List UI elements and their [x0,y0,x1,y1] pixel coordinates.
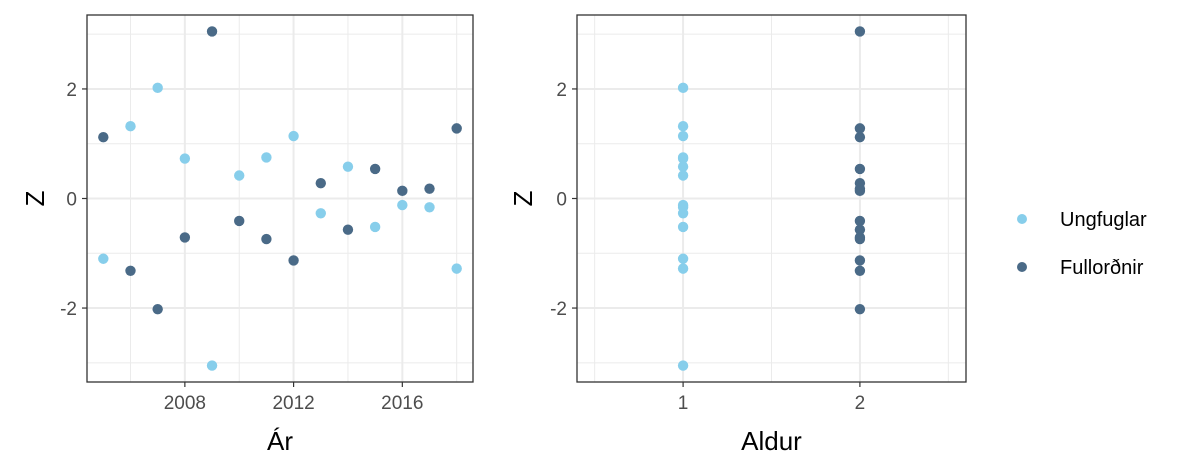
point-ungfuglar [677,263,689,274]
point-fullordnir [854,233,866,245]
point-fullordnir [854,255,866,266]
point-ungfuglar [451,263,462,274]
point-ungfuglar [677,170,689,181]
point-ungfuglar [424,202,435,213]
point-fullordnir [854,131,866,143]
point-ungfuglar [677,152,689,163]
panel-age: 1 2 -2 0 2 Aldur Z [508,14,967,456]
panel-year: 2008 2012 2016 -2 0 2 Ár Z [20,14,474,456]
y-tick-label: 0 [66,190,77,211]
point-fullordnir [397,185,408,197]
point-ungfuglar [677,221,689,233]
point-ungfuglar [677,130,689,142]
x-tick-label: 2008 [164,393,206,414]
point-fullordnir [854,215,866,227]
point-ungfuglar [677,120,689,132]
point-ungfuglar [677,360,689,371]
point-fullordnir [179,232,191,243]
x-tick-label: 2016 [381,393,423,414]
point-fullordnir [451,123,462,134]
point-fullordnir [854,265,866,277]
point-fullordnir [342,224,354,235]
point-fullordnir [854,26,866,37]
point-ungfuglar [677,202,689,213]
point-ungfuglar [179,153,191,164]
point-fullordnir [854,123,866,134]
point-ungfuglar [206,360,218,371]
y-tick-label: 2 [66,80,77,101]
point-fullordnir [152,303,163,315]
point-ungfuglar [677,253,689,264]
y-axis-title: Z [508,190,538,206]
x-tick-label: 2 [855,393,866,414]
point-fullordnir [288,255,299,266]
x-tick-label: 1 [678,393,689,414]
point-fullordnir [234,215,245,227]
y-axis-title: Z [20,190,50,206]
x-axis-title: Ár [267,426,293,456]
point-fullordnir [206,26,218,37]
x-axis-title: Aldur [741,426,802,456]
point-fullordnir [315,177,326,189]
point-fullordnir [261,233,272,245]
point-ungfuglar [234,170,245,181]
legend-label-fullordnir: Fullorðnir [1060,257,1144,279]
point-fullordnir [854,163,866,175]
point-fullordnir [369,163,381,175]
point-ungfuglar [261,152,272,163]
point-fullordnir [424,183,435,194]
point-ungfuglar [369,221,381,233]
legend: Ungfuglar Fullorðnir [1017,209,1147,279]
point-ungfuglar [288,130,299,142]
point-ungfuglar [677,161,689,172]
legend-label-ungfuglar: Ungfuglar [1060,209,1147,231]
x-tick-label: 2012 [272,393,314,414]
point-fullordnir [854,303,866,315]
point-fullordnir [854,183,866,194]
legend-key-fullordnir [1017,262,1027,272]
point-ungfuglar [315,208,326,219]
y-tick-label: -2 [60,299,77,320]
y-tick-label: 2 [556,80,567,101]
point-fullordnir [98,131,109,143]
point-ungfuglar [677,82,689,94]
point-fullordnir [125,265,136,277]
point-ungfuglar [342,161,354,172]
point-ungfuglar [152,82,163,94]
legend-key-ungfuglar [1017,214,1027,224]
y-tick-label: 0 [556,190,567,211]
y-tick-label: -2 [550,299,567,320]
point-ungfuglar [125,120,136,132]
point-fullordnir [854,224,866,235]
point-ungfuglar [397,199,408,211]
point-ungfuglar [98,253,109,264]
